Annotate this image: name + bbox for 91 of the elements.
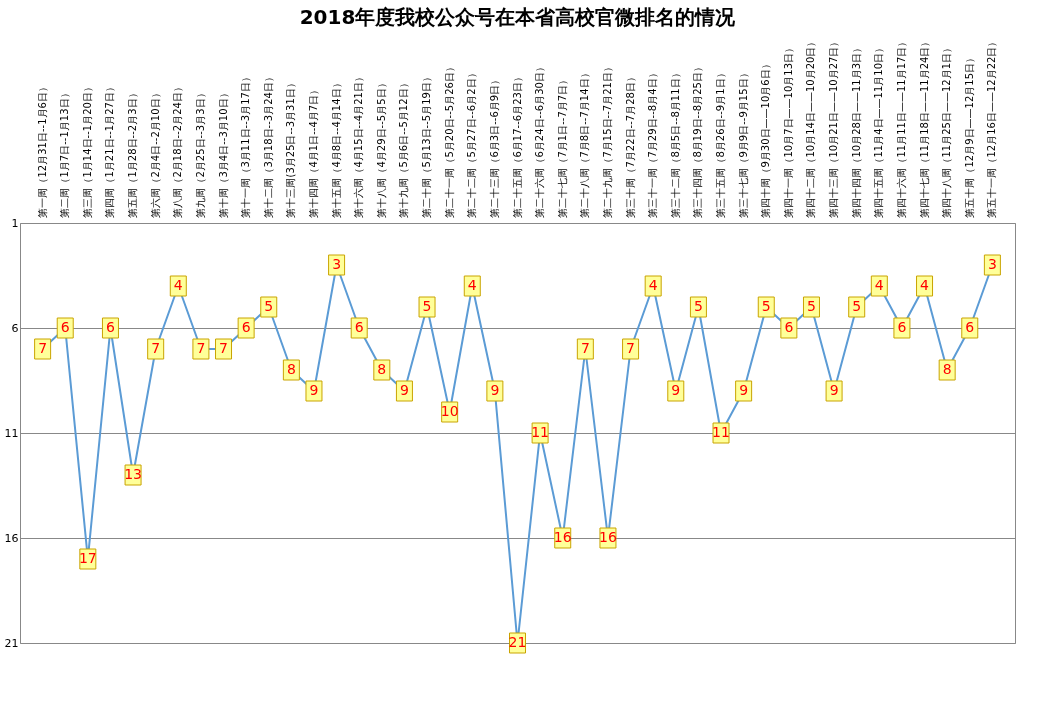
x-tick-label: 第十六周（4月15日--4月21日） [353,72,365,218]
y-tick-label: 11 [4,426,19,440]
data-label: 9 [671,382,681,398]
data-label: 7 [626,340,636,356]
x-tick-label: 第四十三周（10月21日——10月27日） [828,36,840,218]
data-label: 9 [739,382,749,398]
data-label: 9 [490,382,500,398]
data-label: 8 [286,361,296,377]
data-label: 6 [354,319,364,335]
x-tick-label: 第四十六周（11月11日——11月17日） [895,36,907,218]
data-label: 4 [467,277,477,293]
y-tick-label: 16 [4,531,19,545]
data-label: 9 [829,382,839,398]
x-tick-label: 第二十七周（7月1日--7月7日） [556,74,568,218]
x-tick-label: 第十九周（5月6日--5月12日） [398,78,410,218]
data-label: 6 [784,319,794,335]
x-tick-label: 第二十周（5月13日--5月19日） [421,72,433,218]
data-label: 16 [553,529,572,545]
data-label: 4 [920,277,930,293]
x-tick-label: 第二周（1月7日--1月13日） [59,88,71,218]
y-tick-label: 21 [4,636,19,650]
x-tick-label: 第三十二周（8月5日--8月11日） [669,68,681,218]
x-tick-label: 第三十五周（8月26日--9月1日） [715,68,727,218]
x-tick-label: 第十一周（3月11日--3月17日） [240,72,252,218]
x-tick-label: 第三十周（7月22日--7月28日） [624,72,636,218]
data-label: 4 [173,277,183,293]
x-tick-label: 第五十周（12月9日——12月15日） [963,52,975,218]
x-tick-label: 第二十五周（6月17--6月23日） [511,72,523,218]
x-tick-label: 第四十八周（11月25日——12月1日） [941,42,953,218]
x-tick-label: 第八周（2月18日--2月24日） [172,82,184,218]
data-label: 16 [599,529,617,545]
data-label: 4 [874,277,884,293]
data-label: 9 [309,382,319,398]
x-tick-label: 第十五周（4月8日--4月14日） [330,78,342,218]
data-label: 13 [124,466,142,482]
data-label: 5 [761,298,771,314]
data-label: 6 [897,319,907,335]
x-tick-label: 第二十六周（6月24日--6月30日） [534,62,546,218]
x-tick-label: 第二十三周（6月3日--6月9日） [488,74,500,218]
x-tick-label: 第四十一周（10月7日——10月13日） [782,42,794,218]
x-tick-label: 第四周（1月21日--1月27日） [104,82,116,218]
x-tick-label: 第二十二周（5月27日--6月2日） [466,68,478,218]
x-tick-label: 第三周（1月14日--1月20日） [81,82,93,218]
x-tick-label: 第十八周（4月29日--5月5日） [375,78,387,218]
data-label: 7 [151,340,161,356]
data-label: 11 [531,424,550,440]
data-label: 4 [648,277,658,293]
chart-title: 2018年度我校公众号在本省高校官微排名的情况 [299,5,737,30]
data-label: 3 [332,256,342,272]
data-label: 3 [987,256,997,272]
data-label: 11 [712,424,730,440]
data-label: 6 [105,319,115,335]
data-label: 6 [60,319,70,335]
x-tick-label: 第一周（12月31日--1月6日） [36,82,48,218]
data-label: 8 [377,361,387,377]
x-tick-label: 第四十周（9月30日——10月6日） [760,59,772,218]
data-label: 17 [78,550,97,566]
data-label: 8 [942,361,952,377]
y-tick-label: 1 [11,216,19,230]
x-tick-label: 第四十四周（10月28日——11月3日） [850,42,862,218]
data-label: 7 [580,340,590,356]
data-label: 7 [196,340,206,356]
data-label: 5 [693,298,703,314]
x-tick-label: 第十四周（4月1日--4月7日） [307,84,319,218]
x-tick-label: 第四十七周（11月18日——11月24日） [918,36,930,218]
x-tick-label: 第十周（3月4日--3月10日） [217,88,229,218]
data-label: 9 [399,382,409,398]
data-label: 5 [264,298,274,314]
data-label: 7 [219,340,228,356]
x-tick-label: 第三十四周（8月19日--8月25日） [692,62,704,218]
data-label: 5 [807,298,816,314]
x-tick-label: 第四十五周（11月4日——11月10日） [873,42,885,218]
x-tick-label: 第五周（1月28日--2月3日） [127,88,139,218]
x-tick-label: 第二十八周（7月8日--7月14日） [579,68,591,218]
x-tick-label: 第十二周（3月18日--3月24日） [262,72,274,218]
x-tick-label: 第二十一周（5月20日--5月26日） [443,62,455,218]
x-tick-label: 第三十七周（9月9日--9月15日） [737,68,749,218]
x-tick-label: 第六周（2月4日--2月10日） [149,88,161,218]
x-tick-label: 第九周（2月25日--3月3日） [194,88,206,218]
data-label: 6 [965,319,975,335]
x-tick-label: 第四十二周（10月14日——10月20日） [805,36,817,218]
data-label: 10 [440,403,459,419]
x-tick-label: 第三十一周（7月29日--8月4日） [647,68,659,218]
data-label: 5 [852,298,862,314]
x-tick-label: 第十三周(3月25日--3月31日） [285,78,297,218]
data-label: 6 [241,319,251,335]
y-tick-label: 6 [11,321,19,335]
data-label: 5 [422,298,432,314]
x-tick-label: 第五十一周（12月16日——12月22日） [986,36,998,218]
data-label: 7 [38,340,48,356]
x-tick-label: 第二十九周（7月15日--7月21日） [601,62,613,218]
